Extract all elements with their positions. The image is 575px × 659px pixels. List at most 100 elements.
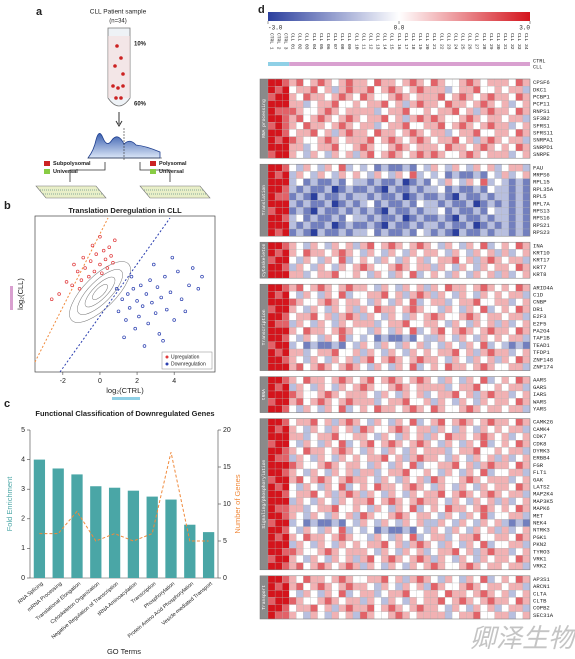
heatmap-cell (267, 376, 276, 384)
heatmap-cell (395, 270, 403, 279)
legend-marker (165, 362, 169, 366)
heatmap-cell (473, 575, 481, 584)
legend-text: Universal (53, 169, 78, 175)
heatmap-cell (338, 432, 347, 441)
heatmap-cell (444, 540, 453, 549)
heatmap-cell (402, 512, 410, 520)
heatmap-cell (289, 519, 297, 527)
heatmap-cell (282, 305, 290, 314)
gene-label: YARS (533, 405, 547, 412)
heatmap-cell (515, 611, 524, 620)
heatmap-cell (430, 136, 439, 144)
heatmap-cell (487, 405, 495, 413)
heatmap-cell (487, 327, 495, 335)
heatmap-cell (451, 476, 460, 484)
heatmap-cell (409, 418, 417, 426)
heatmap-cell (296, 263, 304, 272)
heatmap-cell (395, 298, 403, 306)
panel-label: c (4, 398, 10, 410)
heatmap-cell (352, 263, 361, 272)
gene-label: MAP3K5 (533, 498, 553, 505)
heatmap-cell (338, 86, 347, 94)
heatmap-cell (367, 348, 375, 357)
heatmap-cell (430, 348, 439, 357)
heatmap-cell (466, 454, 474, 462)
heatmap-cell (289, 221, 297, 230)
column-label: CLL 15 (389, 33, 395, 50)
heatmap-cell (267, 228, 276, 237)
heatmap-cell (473, 164, 481, 172)
heatmap-cell (480, 86, 488, 94)
heatmap-cell (487, 341, 495, 350)
heatmap-cell (381, 483, 389, 491)
heatmap-cell (515, 483, 524, 491)
heatmap-cell (338, 611, 347, 620)
heatmap-cell (430, 263, 439, 272)
bar (33, 459, 46, 578)
heatmap-cell (466, 185, 474, 194)
heatmap-cell (374, 468, 382, 477)
heatmap-cell (310, 383, 318, 392)
column-label: CLL 32 (509, 33, 515, 50)
heatmap-cell (388, 320, 396, 328)
heatmap-cell (416, 178, 424, 186)
heatmap-cell (289, 86, 297, 94)
heatmap-cell (487, 171, 495, 179)
heatmap-cell (331, 291, 339, 299)
heatmap-cell (466, 312, 474, 321)
heatmap-cell (303, 86, 311, 94)
heatmap-cell (289, 171, 297, 179)
heatmap-cell (494, 341, 502, 350)
heatmap-cell (338, 582, 347, 591)
bar (127, 490, 140, 578)
heatmap-cell (289, 555, 297, 563)
heatmap-cell (282, 540, 290, 549)
heatmap-cell (317, 150, 325, 159)
heatmap-cell (423, 143, 431, 152)
heatmap-cell (480, 284, 488, 292)
heatmap-cell (480, 425, 488, 434)
heatmap-cell (402, 526, 410, 534)
heatmap-cell (296, 200, 304, 208)
heatmap-cell (303, 356, 311, 364)
heatmap-cell (402, 122, 410, 130)
heatmap-cell (359, 185, 368, 194)
heatmap-cell (444, 93, 453, 101)
heatmap-cell (388, 497, 396, 506)
heatmap-cell (296, 604, 304, 612)
heatmap-cell (289, 476, 297, 484)
column-label: CLL 02 (297, 33, 303, 50)
heatmap-cell (416, 93, 424, 101)
heatmap-cell (459, 270, 467, 279)
heatmap-cell (267, 461, 276, 470)
heatmap-cell (473, 555, 481, 563)
heatmap-cell (466, 256, 474, 264)
heatmap-cell (473, 440, 481, 448)
heatmap-cell (381, 242, 389, 250)
heatmap-cell (289, 93, 297, 101)
heatmap-cell (451, 461, 460, 470)
heatmap-cell (267, 256, 276, 264)
heatmap-cell (388, 597, 396, 605)
heatmap-cell (487, 305, 495, 314)
heatmap-cell (487, 497, 495, 506)
heatmap-cell (515, 171, 524, 179)
heatmap-cell (402, 356, 410, 364)
heatmap-cell (303, 597, 311, 605)
heatmap-cell (359, 256, 368, 264)
heatmap-cell (338, 597, 347, 605)
heatmap-cell (317, 143, 325, 152)
heatmap-cell (282, 468, 290, 477)
heatmap-cell (466, 418, 474, 426)
heatmap-cell (345, 497, 354, 506)
heatmap-cell (508, 320, 516, 328)
heatmap-cell (267, 86, 276, 94)
point (129, 274, 134, 279)
heatmap-cell (289, 291, 297, 299)
heatmap-cell (423, 291, 431, 299)
heatmap-cell (480, 418, 488, 426)
heatmap-cell (303, 150, 311, 159)
heatmap-cell (437, 497, 446, 506)
heatmap-cell (324, 363, 332, 371)
heatmap-cell (310, 200, 318, 208)
